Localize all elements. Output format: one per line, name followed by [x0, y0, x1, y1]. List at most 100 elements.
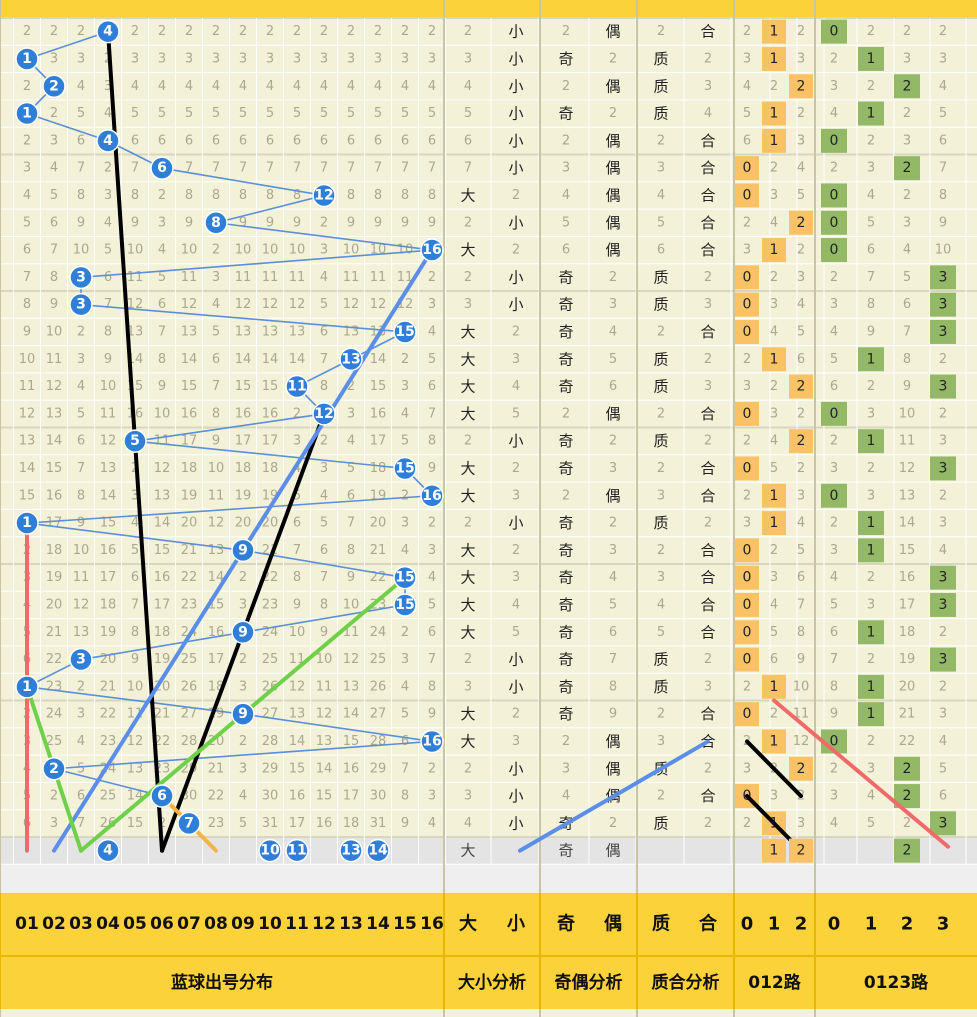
- omission-cell: 5: [320, 297, 328, 312]
- omission-cell: 20: [235, 516, 252, 531]
- section-label: 蓝球出号分布: [171, 972, 273, 993]
- mod4-hit-cell: [930, 265, 956, 290]
- column-header: 09: [231, 914, 255, 934]
- column-header: 12: [312, 914, 336, 934]
- analysis-hit: 偶: [605, 241, 620, 259]
- omission-cell: 2: [158, 24, 166, 39]
- mod4-omission: 3: [903, 215, 911, 230]
- mod3-omission: 3: [743, 761, 751, 776]
- mod4-omission: 2: [867, 461, 875, 476]
- omission-cell: 26: [100, 816, 117, 831]
- drawn-ball-label: 8: [211, 215, 221, 231]
- analysis-omission: 2: [657, 24, 665, 39]
- drawn-ball: [393, 320, 417, 344]
- omission-cell: 4: [347, 434, 355, 449]
- omission-cell: 4: [401, 543, 409, 558]
- omission-cell: 3: [293, 51, 301, 66]
- omission-cell: 10: [73, 543, 90, 558]
- analysis-hit: 偶: [605, 405, 620, 423]
- mod4-omission: 2: [867, 652, 875, 667]
- column-header: 质: [652, 914, 670, 935]
- drawn-ball: [393, 456, 417, 481]
- analysis-omission: 3: [512, 570, 520, 585]
- mod3-omission: 10: [793, 679, 810, 694]
- ball-link: [242, 713, 433, 743]
- mod3-omission: 4: [797, 297, 805, 312]
- mod4-omission: 2: [939, 488, 947, 503]
- omission-cell: 5: [50, 188, 58, 203]
- mod4-omission: 2: [867, 79, 875, 94]
- mod3-omission: 7: [797, 597, 805, 612]
- analysis-hit: 奇: [558, 678, 573, 696]
- omission-cell: 8: [293, 188, 301, 203]
- omission-cell: 9: [131, 215, 139, 230]
- analysis-hit: 小: [508, 787, 523, 805]
- column-header: 01: [15, 914, 39, 934]
- omission-cell: 3: [239, 597, 247, 612]
- drawn-ball-label: 2: [49, 78, 59, 94]
- omission-cell: 5: [347, 106, 355, 121]
- analysis-hit: 大: [460, 541, 475, 559]
- mod3-omission: 9: [797, 652, 805, 667]
- omission-cell: 14: [208, 570, 225, 585]
- ball-link: [80, 631, 244, 661]
- drawn-ball: [420, 238, 444, 262]
- mod3-omission: 2: [743, 679, 751, 694]
- mod4-omission: 3: [830, 543, 838, 558]
- analysis-omission: 2: [609, 434, 617, 449]
- omission-cell: 2: [185, 24, 193, 39]
- drawn-ball: [123, 429, 147, 453]
- mod3-omission: 2: [797, 406, 805, 421]
- analysis-hit: 偶: [605, 732, 620, 750]
- omission-cell: 3: [428, 51, 436, 66]
- omission-cell: 19: [46, 570, 63, 585]
- omission-cell: 7: [293, 161, 301, 176]
- omission-cell: 3: [50, 816, 58, 831]
- omission-cell: 11: [289, 270, 306, 285]
- analysis-omission: 6: [609, 379, 617, 394]
- omission-cell: 9: [23, 324, 31, 339]
- omission-cell: 7: [347, 516, 355, 531]
- analysis-hit: 小: [508, 105, 523, 123]
- omission-cell: 17: [235, 434, 252, 449]
- omission-cell: 10: [235, 243, 252, 258]
- forecast-mod3-label: 1: [770, 843, 779, 859]
- omission-cell: 4: [77, 734, 85, 749]
- omission-cell: 10: [127, 679, 144, 694]
- omission-cell: 15: [343, 734, 360, 749]
- analysis-omission: 2: [609, 816, 617, 831]
- column-header: 15: [393, 914, 417, 934]
- omission-cell: 7: [401, 161, 409, 176]
- mod4-omission: 22: [899, 734, 916, 749]
- analysis-hit: 合: [700, 596, 715, 614]
- analysis-omission: 3: [464, 789, 472, 804]
- omission-cell: 2: [158, 188, 166, 203]
- drawn-ball-label: 15: [395, 324, 414, 340]
- omission-cell: 6: [104, 270, 112, 285]
- mod4-omission: 9: [867, 324, 875, 339]
- omission-cell: 4: [50, 161, 58, 176]
- omission-cell: 11: [46, 352, 63, 367]
- mod4-omission: 4: [939, 734, 947, 749]
- mod3-omission: 6: [797, 352, 805, 367]
- omission-cell: 13: [316, 734, 333, 749]
- analysis-hit: 合: [700, 459, 715, 477]
- omission-cell: 14: [370, 352, 387, 367]
- omission-cell: 4: [266, 79, 274, 94]
- omission-cell: 13: [289, 707, 306, 722]
- analysis-omission: 2: [609, 270, 617, 285]
- analysis-hit: 偶: [605, 159, 620, 177]
- ball-link: [161, 167, 325, 197]
- omission-cell: 11: [397, 270, 414, 285]
- analysis-omission: 2: [512, 707, 520, 722]
- mod3-omission: 5: [770, 461, 778, 476]
- forecast-parity: 偶: [605, 842, 620, 860]
- analysis-omission: 2: [657, 789, 665, 804]
- mod4-omission: 5: [830, 352, 838, 367]
- analysis-omission: 3: [704, 79, 712, 94]
- mod4-omission: 21: [899, 707, 916, 722]
- drawn-ball-label: 1: [22, 515, 32, 531]
- omission-cell: 8: [239, 188, 247, 203]
- analysis-omission: 3: [562, 761, 570, 776]
- mod3-omission: 5: [797, 324, 805, 339]
